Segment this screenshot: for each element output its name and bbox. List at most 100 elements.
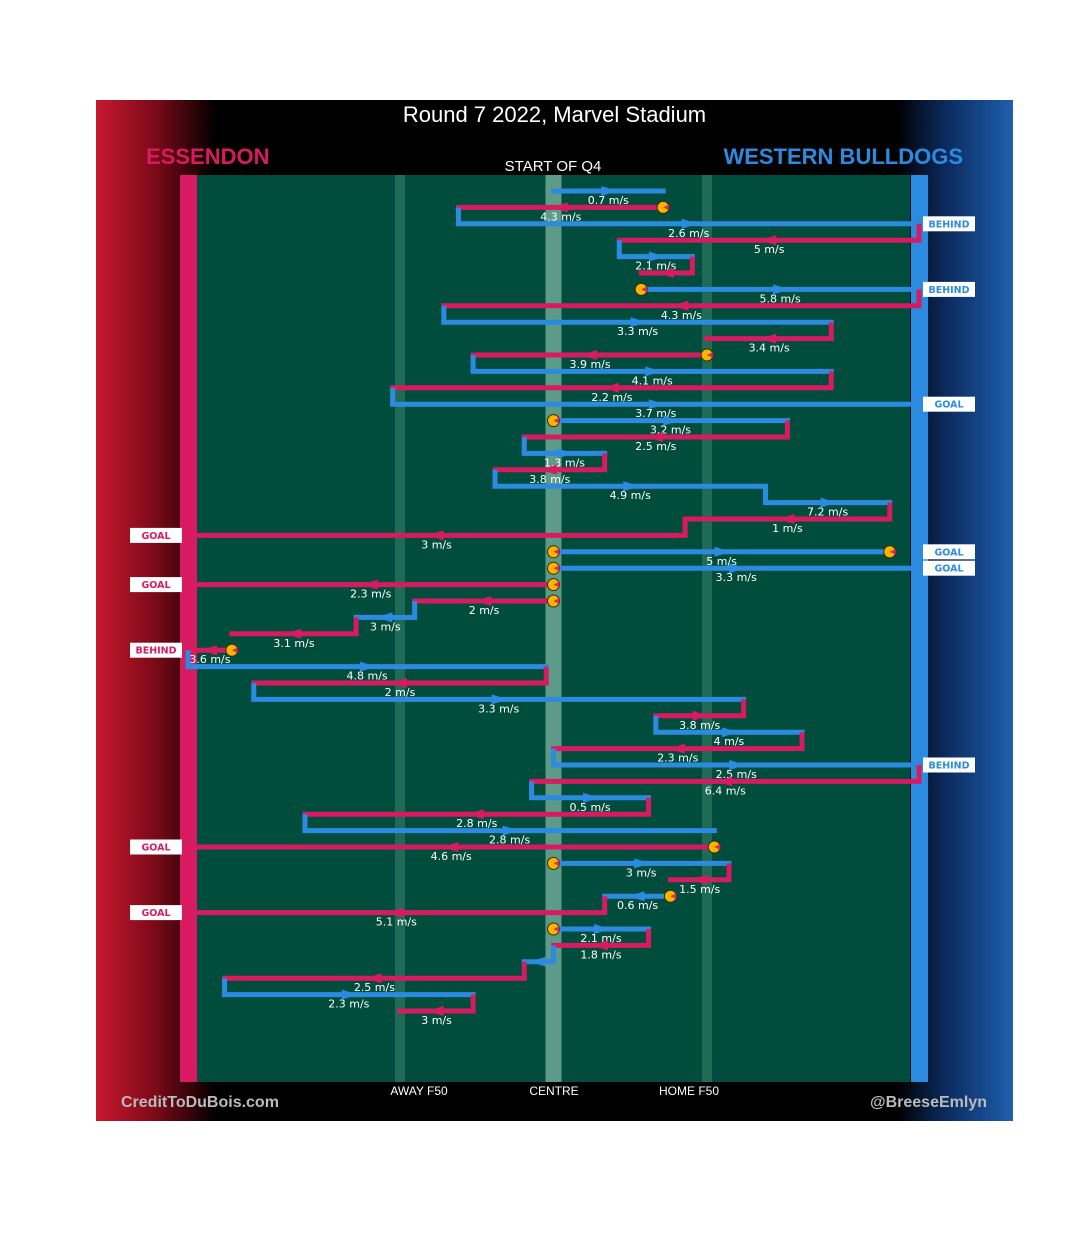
speed-label: 3.9 m/s [569, 358, 610, 371]
speed-label: 4.6 m/s [431, 850, 472, 863]
chain-arrow [714, 546, 731, 557]
speed-label: 4.1 m/s [632, 374, 673, 387]
outcome-badge-box [130, 642, 182, 658]
chain-arrow [623, 481, 640, 492]
speed-label: 4 m/s [714, 735, 745, 748]
ball-icon-notch [670, 893, 677, 900]
chain-arrow [657, 268, 674, 278]
speed-label: 2.8 m/s [489, 834, 530, 847]
speed-label: 2.5 m/s [716, 768, 757, 781]
speed-label: 2.5 m/s [354, 981, 395, 994]
chain-arrow [602, 382, 619, 393]
chain-arrow [778, 514, 795, 524]
speed-label: 3.4 m/s [749, 342, 790, 355]
outcome-badge: GOAL [141, 531, 170, 542]
chain-arrow [645, 366, 662, 377]
chain-arrow [628, 891, 645, 902]
speed-label: 2.2 m/s [591, 391, 632, 404]
ball-icon-notch [553, 417, 560, 424]
chart-frame: 0.7 m/s 4.3 m/s 2.6 m/s BEHIND 5 m/s 2.1 m/s 5… [96, 100, 1013, 1121]
chain-arrow [387, 907, 404, 918]
outcome-badge-box [130, 527, 182, 543]
outcome-badge: BEHIND [928, 219, 969, 230]
chain-arrow [491, 694, 508, 705]
chain-arrow [663, 415, 680, 426]
speed-label: 2.5 m/s [635, 440, 676, 453]
chain-arrow [773, 284, 790, 295]
speed-label: 3.8 m/s [529, 473, 570, 486]
speed-label: 3 m/s [421, 538, 452, 551]
speed-label: 1.5 m/s [679, 883, 720, 896]
chain-arrow [592, 940, 609, 951]
speed-label: 4.3 m/s [540, 210, 581, 223]
chain-arrow [648, 251, 665, 262]
chain-arrow [540, 464, 557, 475]
speed-label: 4.9 m/s [610, 489, 651, 502]
speed-label: 3.3 m/s [617, 325, 658, 338]
chain-arrow [690, 874, 707, 885]
speed-label: 4.3 m/s [661, 309, 702, 322]
speed-label: 2.3 m/s [350, 588, 391, 601]
speed-label: 3.8 m/s [679, 719, 720, 732]
chain-arrow [716, 776, 733, 787]
speed-label: 3.6 m/s [189, 653, 230, 666]
credit-handle: @BreeseEmlyn [870, 1094, 987, 1111]
outcome-badge-box [923, 216, 975, 232]
outcome-badge-box [923, 560, 975, 576]
chain-arrow [427, 530, 444, 541]
outcome-badge-box [923, 281, 975, 297]
chain-arrow [557, 448, 574, 459]
essendon-goal-posts [180, 175, 197, 1082]
speed-label: 5.8 m/s [760, 292, 801, 305]
chain-arrow [729, 563, 746, 574]
chain-arrow [630, 317, 647, 328]
chain-arrow [646, 432, 663, 442]
speed-label: 2 m/s [469, 604, 500, 617]
chain-arrow [529, 956, 546, 967]
quarter-subtitle: START OF Q4 [504, 158, 602, 175]
outcome-badge-box [130, 839, 182, 855]
outcome-badge-box [923, 757, 975, 773]
credit-website: CreditToDuBois.com [121, 1094, 279, 1111]
possession-chain-chart: 0.7 m/s 4.3 m/s 2.6 m/s BEHIND 5 m/s 2.1 m/s 5… [130, 175, 975, 1082]
speed-label: 3.3 m/s [478, 702, 519, 715]
speed-label: 2.8 m/s [456, 817, 497, 830]
outcome-badge: GOAL [934, 547, 963, 558]
chain-arrow [668, 743, 685, 754]
chain-arrow [365, 973, 382, 984]
outcome-badge: GOAL [141, 580, 170, 591]
speed-label: 6.4 m/s [705, 784, 746, 797]
speed-label: 3.1 m/s [273, 637, 314, 650]
chain-arrow [729, 760, 746, 770]
ball-icon-notch [707, 352, 714, 358]
axis-label-home-f50: HOME F50 [658, 1084, 719, 1098]
speed-label: 2.3 m/s [328, 998, 369, 1011]
axis-label-centre: CENTRE [529, 1084, 579, 1098]
speed-label: 0.6 m/s [617, 899, 658, 912]
speed-label: 3 m/s [626, 866, 657, 879]
chain-arrow [760, 333, 777, 344]
ball-icon-notch [553, 926, 560, 932]
axis-label-away-f50: AWAY F50 [390, 1084, 448, 1098]
outcome-badge-box [923, 544, 975, 560]
chain-arrow [634, 858, 651, 869]
chain-arrow [284, 628, 301, 639]
team-label-bulldogs: WESTERN BULLDOGS [723, 144, 963, 169]
away-f50-line [394, 175, 405, 1082]
chain-arrow [601, 186, 618, 196]
chain-arrow [648, 399, 665, 410]
ball-icon-notch [553, 548, 560, 555]
chain-arrow [200, 645, 217, 656]
chain-arrow [760, 235, 777, 246]
chain-arrow [376, 612, 393, 623]
chain-arrow [581, 350, 598, 360]
ball-icon-notch [231, 647, 238, 654]
team-label-essendon: ESSENDON [146, 144, 270, 169]
chain-arrow [341, 989, 358, 1000]
chain-arrow [672, 300, 689, 311]
chain-arrow [360, 661, 377, 672]
chain-arrow [721, 727, 738, 738]
chain-arrow [681, 218, 698, 229]
ball-icon-notch [889, 548, 896, 555]
outcome-badge: BEHIND [928, 285, 969, 296]
